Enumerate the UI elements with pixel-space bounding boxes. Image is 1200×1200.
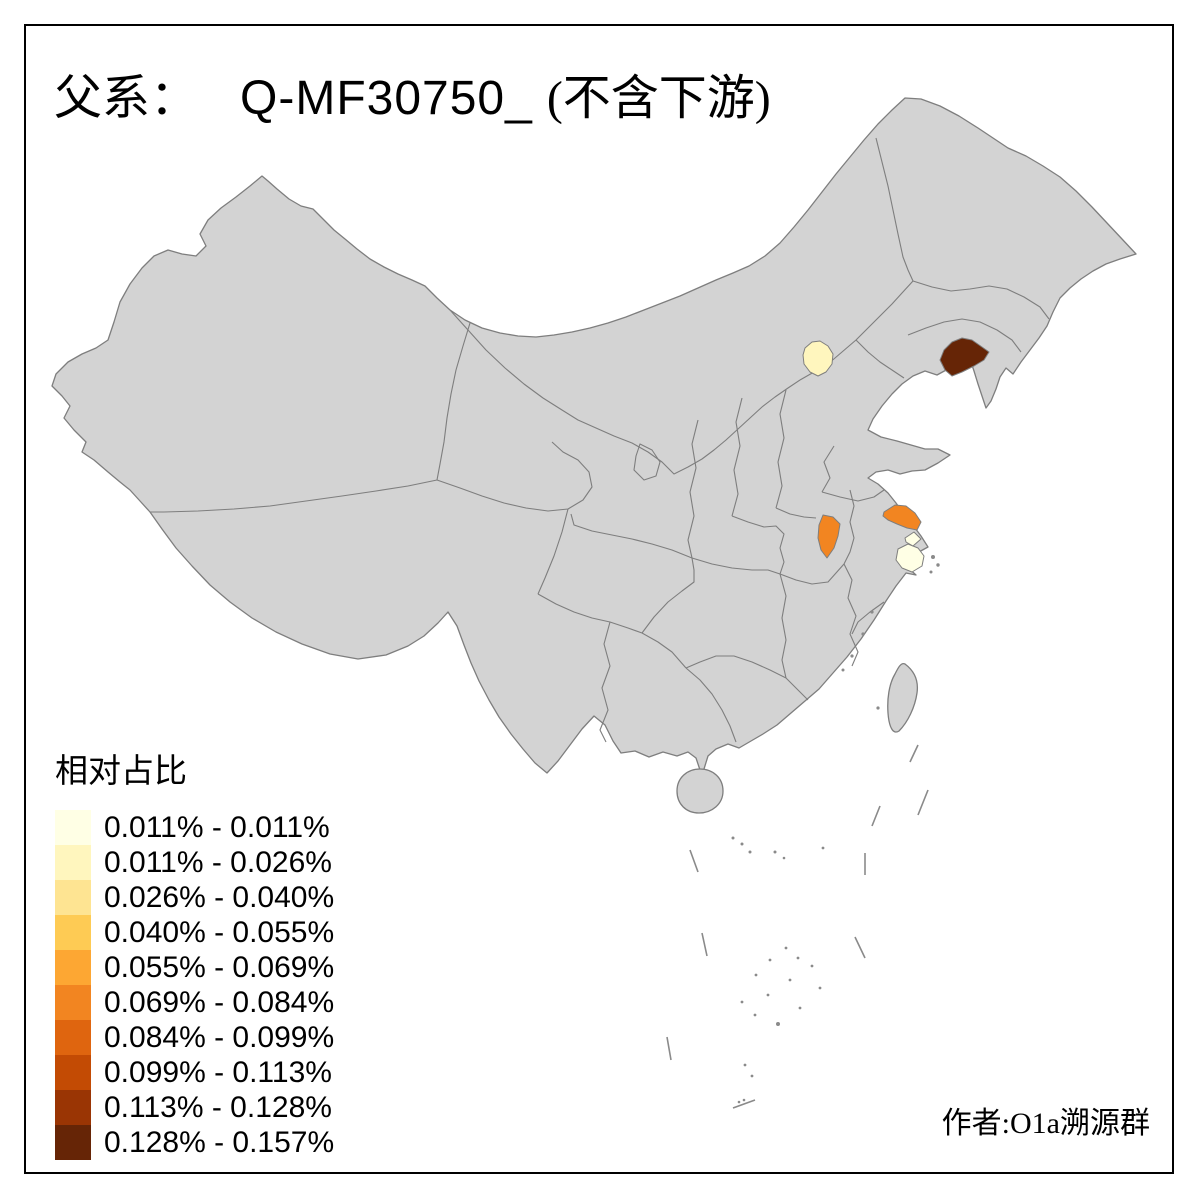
taiwan-island-shape: [887, 662, 919, 733]
legend-class-label: 0.055% - 0.069%: [104, 950, 335, 984]
legend-item: 0.055% - 0.069%: [55, 950, 334, 985]
legend-class-label: 0.099% - 0.113%: [104, 1055, 332, 1089]
title-suffix: (不含下游): [546, 72, 771, 125]
region-shanghai-sliver: [904, 531, 922, 547]
legend-item: 0.026% - 0.040%: [55, 880, 334, 915]
region-liaoning-coast: [939, 337, 990, 377]
legend-item: 0.099% - 0.113%: [55, 1055, 334, 1090]
legend-item: 0.128% - 0.157%: [55, 1125, 334, 1160]
legend-class-label: 0.011% - 0.026%: [104, 845, 332, 879]
legend-color-swatch: [55, 1125, 91, 1160]
legend-class-label: 0.128% - 0.157%: [104, 1125, 335, 1159]
title-lineage-code: Q-MF30750_: [240, 72, 533, 125]
shaded-regions: [802, 337, 990, 573]
legend-items: 0.011% - 0.011% 0.011% - 0.026% 0.026% - 0…: [55, 810, 334, 1160]
legend-color-swatch: [55, 915, 91, 950]
legend: 相对占比 0.011% - 0.011% 0.011% - 0.026% 0.026…: [55, 744, 334, 1160]
attribution-text: 作者:O1a溯源群: [941, 1107, 1150, 1140]
mainland-china-shape: [51, 97, 1137, 785]
map-title: 父系： Q-MF30750_ (不含下游): [54, 58, 771, 128]
legend-item: 0.084% - 0.099%: [55, 1020, 334, 1055]
legend-title: 相对占比: [55, 752, 187, 789]
legend-color-swatch: [55, 880, 91, 915]
legend-item: 0.011% - 0.026%: [55, 845, 334, 880]
legend-item: 0.069% - 0.084%: [55, 985, 334, 1020]
legend-class-label: 0.084% - 0.099%: [104, 1020, 335, 1054]
legend-color-swatch: [55, 1090, 91, 1125]
legend-color-swatch: [55, 1020, 91, 1055]
legend-class-label: 0.069% - 0.084%: [104, 985, 335, 1019]
legend-item: 0.113% - 0.128%: [55, 1090, 334, 1125]
hainan-island-shape: [676, 768, 724, 814]
region-beijing: [802, 340, 834, 377]
legend-color-swatch: [55, 810, 91, 845]
legend-class-label: 0.040% - 0.055%: [104, 915, 335, 949]
region-central-jiangsu: [882, 504, 922, 531]
legend-color-swatch: [55, 845, 91, 880]
legend-item: 0.040% - 0.055%: [55, 915, 334, 950]
legend-color-swatch: [55, 950, 91, 985]
legend-class-label: 0.113% - 0.128%: [104, 1090, 332, 1124]
small-islands: [666, 555, 940, 1109]
legend-item: 0.011% - 0.011%: [55, 810, 334, 845]
title-prefix: 父系：: [54, 72, 199, 125]
legend-class-label: 0.011% - 0.011%: [104, 810, 330, 844]
legend-class-label: 0.026% - 0.040%: [104, 880, 335, 914]
legend-color-swatch: [55, 1055, 91, 1090]
region-central-anhui: [817, 514, 841, 559]
province-borders: [150, 137, 1050, 743]
legend-color-swatch: [55, 985, 91, 1020]
